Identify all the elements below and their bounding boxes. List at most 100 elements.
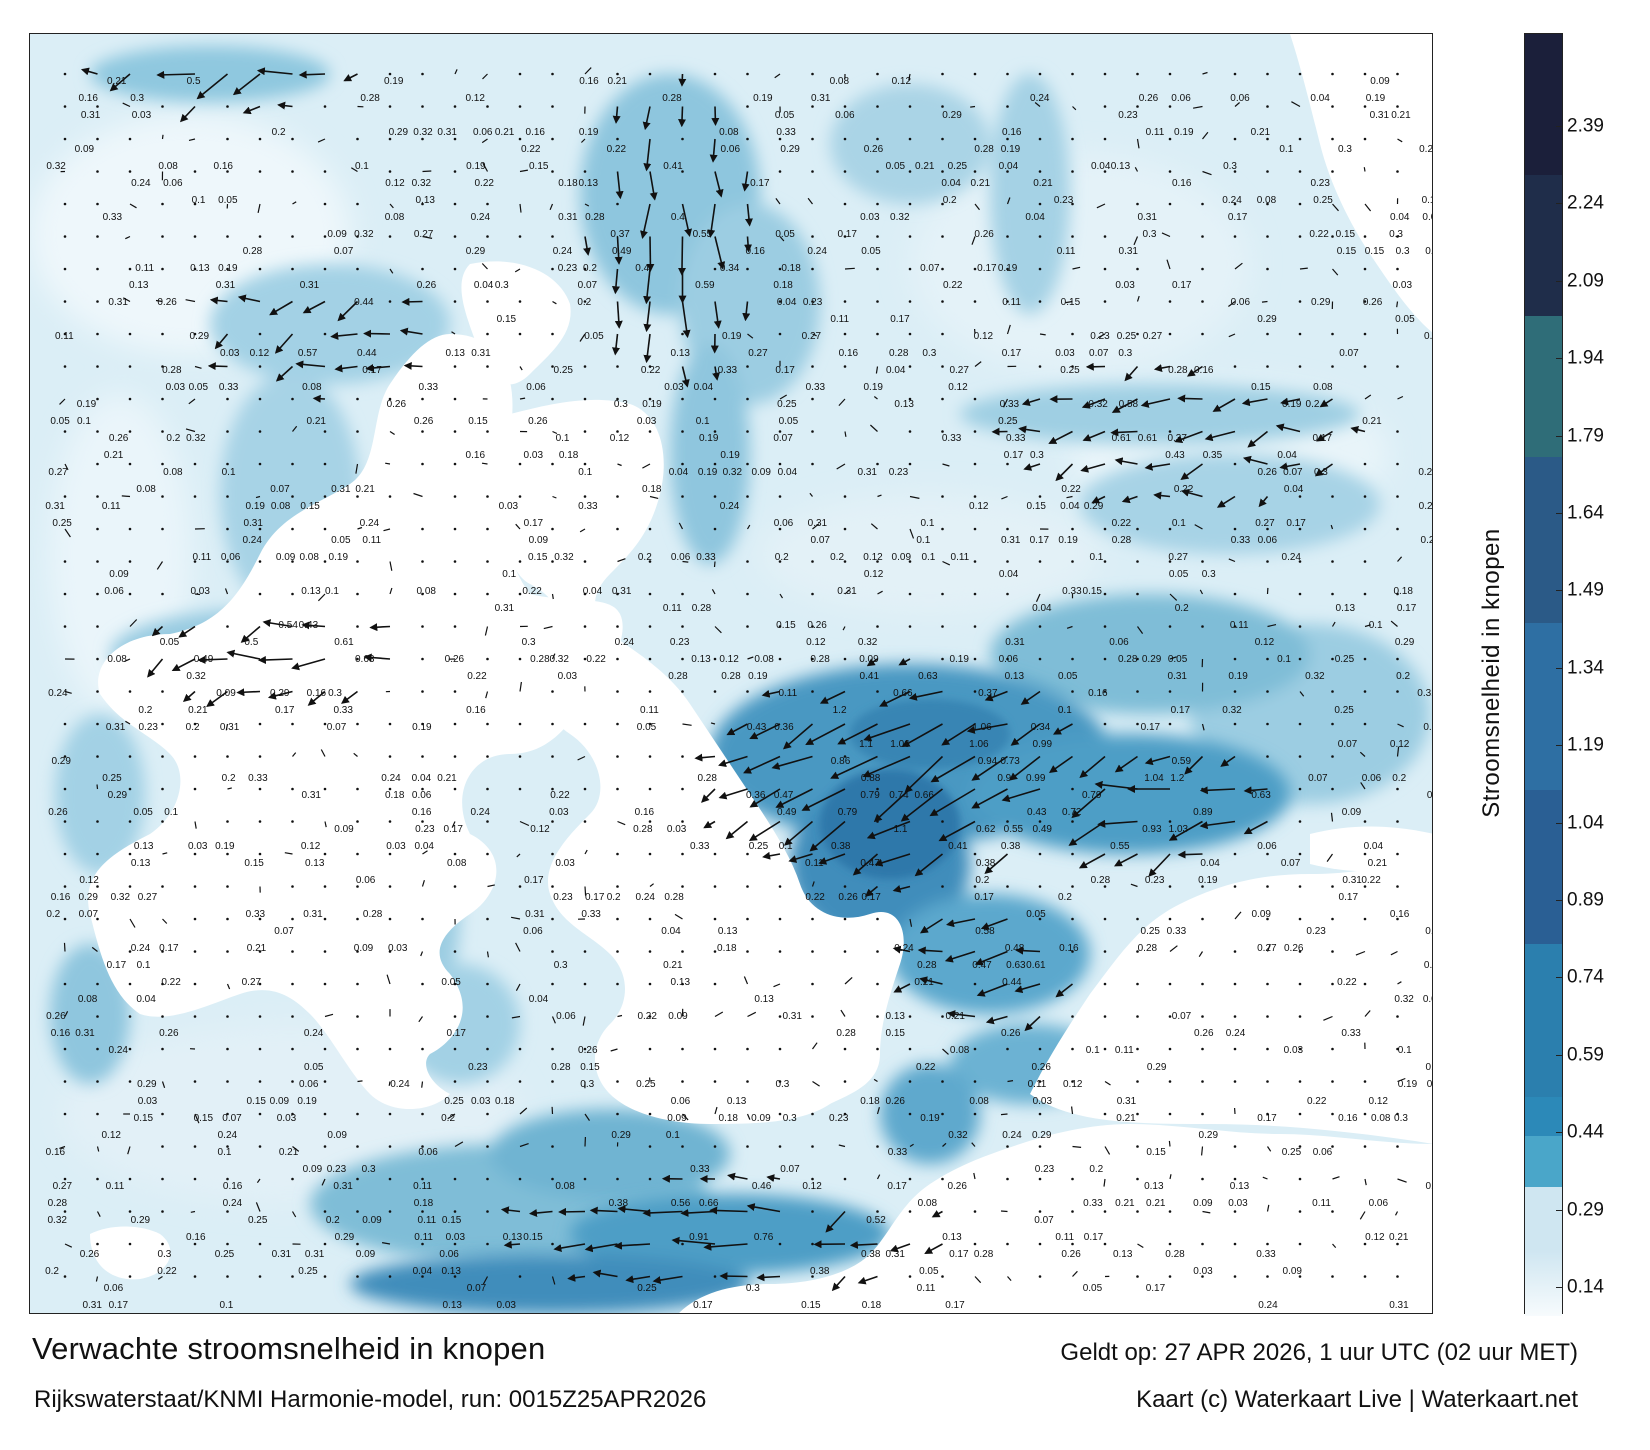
- current-arrow-short: [873, 1078, 878, 1083]
- speed-value-label: 0.03: [1393, 280, 1413, 291]
- speed-value-label: 0.05: [441, 977, 461, 988]
- speed-value-label: 0.16: [839, 348, 859, 359]
- grid-dot: [973, 690, 977, 693]
- current-arrow-short: [321, 1178, 326, 1186]
- current-arrow-short: [971, 1142, 976, 1147]
- speed-value-labels: 0.21 0.5 0.19 0.16 0.21 0.08 0.12 0.090.16 0.3 0.…: [45, 76, 1432, 1311]
- speed-value-label: 0.18: [495, 1096, 515, 1107]
- grid-dot: [681, 1145, 684, 1148]
- colorbar-tick-label: 2.24: [1567, 192, 1604, 214]
- grid-dot: [486, 657, 489, 661]
- grid-dot: [453, 105, 457, 108]
- speed-value-label: 0.21: [945, 1011, 965, 1022]
- current-arrow-short: [129, 918, 136, 928]
- speed-value-label: 0.22: [607, 144, 627, 155]
- grid-dot: [1103, 527, 1107, 531]
- current-arrow-short: [481, 263, 488, 270]
- grid-dot: [486, 495, 489, 498]
- speed-value-label: 0.26: [159, 1028, 179, 1039]
- current-arrow-short: [519, 681, 522, 692]
- current-arrow: [614, 236, 623, 265]
- grid-dot: [681, 1080, 684, 1083]
- colorbar-tick-mark: [1556, 667, 1563, 669]
- grid-dot: [1396, 852, 1399, 856]
- grid-dot: [908, 267, 912, 271]
- grid-dot: [1038, 1080, 1042, 1083]
- grid-dot: [1298, 1275, 1302, 1278]
- grid-dot: [1006, 137, 1009, 141]
- current-arrow-short: [812, 1042, 818, 1050]
- grid-dot: [1006, 105, 1009, 108]
- grid-dot: [193, 1145, 197, 1148]
- speed-value-label: 0.13: [1111, 161, 1131, 172]
- grid-dot: [876, 690, 879, 693]
- speed-value-label: 0.16: [466, 450, 486, 461]
- grid-dot: [1168, 72, 1172, 76]
- speed-value-label: 0.33: [1083, 1198, 1103, 1209]
- grid-dot: [258, 527, 262, 531]
- grid-dot: [1266, 332, 1269, 336]
- speed-value-label: 0.1: [222, 467, 236, 478]
- grid-dot: [486, 1112, 489, 1116]
- grid-dot: [226, 527, 229, 531]
- grid-dot: [323, 852, 327, 856]
- speed-value-label: 0.31: [220, 722, 240, 733]
- speed-value-label: 0.21: [188, 705, 208, 716]
- speed-value-label: 0.55: [1110, 841, 1130, 852]
- current-arrow: [1144, 755, 1171, 766]
- current-speed-map[interactable]: 0.21 0.5 0.19 0.16 0.21 0.08 0.12 0.09 0.16 0.3 0.…: [29, 33, 1433, 1314]
- grid-dot: [616, 1112, 619, 1116]
- current-arrow-short: [357, 526, 363, 530]
- grid-dot: [128, 267, 132, 271]
- grid-dot: [1298, 235, 1302, 238]
- grid-dot: [1363, 592, 1367, 596]
- grid-dot: [681, 787, 684, 791]
- speed-value-label: 0.41: [663, 161, 683, 172]
- current-arrow: [901, 723, 943, 747]
- speed-value-label: 0.43: [299, 620, 319, 631]
- grid-dot: [356, 1015, 359, 1018]
- grid-dot: [1201, 560, 1204, 563]
- current-arrow: [1243, 820, 1268, 835]
- grid-dot: [713, 885, 717, 888]
- grid-dot: [1168, 300, 1172, 303]
- speed-value-label: 0.2: [1396, 671, 1410, 682]
- current-arrow-short: [385, 462, 391, 465]
- grid-dot: [63, 820, 67, 823]
- current-arrow-short: [577, 755, 586, 761]
- grid-dot: [161, 1047, 164, 1051]
- speed-value-label: 0.33: [776, 127, 796, 138]
- grid-dot: [96, 365, 99, 368]
- speed-value-label: 0.24: [470, 807, 490, 818]
- grid-dot: [648, 1015, 652, 1018]
- grid-dot: [973, 462, 977, 466]
- grid-dot: [1331, 137, 1334, 141]
- current-arrow-short: [225, 723, 229, 731]
- speed-value-label: 0.1: [1058, 705, 1072, 716]
- current-arrow: [274, 333, 294, 354]
- speed-value-label: 0.27: [1168, 552, 1188, 563]
- grid-dot: [486, 1015, 489, 1018]
- current-arrow-short: [1133, 236, 1139, 246]
- grid-dot: [193, 235, 197, 238]
- speed-value-label: 0.19: [720, 450, 740, 461]
- speed-value-label: 0.79: [838, 807, 858, 818]
- grid-dot: [1266, 527, 1269, 531]
- colorbar-tick-mark: [1556, 358, 1563, 360]
- grid-dot: [746, 560, 749, 563]
- grid-dot: [96, 235, 99, 238]
- speed-value-label: 0.25: [444, 1096, 464, 1107]
- colorbar-tick-label: 1.94: [1567, 347, 1604, 369]
- speed-value-label: 0.3: [922, 348, 936, 359]
- grid-dot: [356, 137, 359, 141]
- grid-dot: [63, 722, 67, 726]
- speed-value-label: 0.94: [978, 756, 998, 767]
- grid-dot: [258, 1047, 262, 1051]
- speed-value-label: 0.32: [549, 654, 569, 665]
- colorbar-tick-mark: [1556, 1209, 1563, 1211]
- speed-value-label: 0.31: [437, 127, 457, 138]
- grid-dot: [486, 1177, 489, 1181]
- grid-dot: [1298, 657, 1302, 661]
- speed-value-label: 0.06: [523, 926, 543, 937]
- speed-value-label: 0.04: [669, 467, 689, 478]
